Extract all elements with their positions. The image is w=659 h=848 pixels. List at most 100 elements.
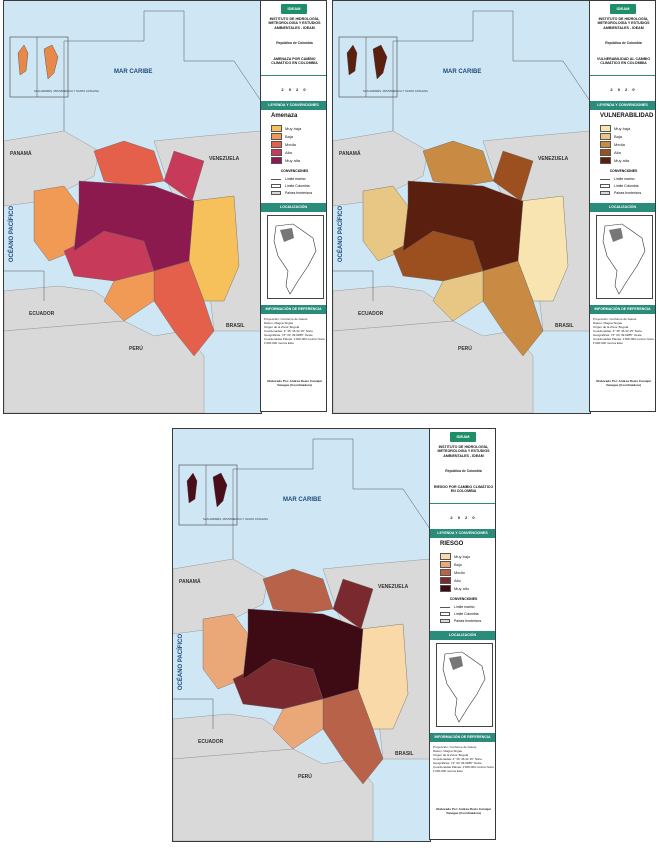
legend-item: Alta (600, 149, 655, 156)
legend-header: IDEAM INSTITUTO DE HIDROLOGÍA, METEOROLO… (261, 1, 326, 76)
conv-paises: Países fronterizos (440, 619, 495, 624)
legend-title: Amenaza (271, 113, 298, 119)
location-bar: LOCALIZACIÓN (430, 631, 495, 640)
legend-swatch (600, 133, 611, 140)
legend-swatch (440, 553, 451, 560)
map-title: RIESGO POR CAMBIO CLIMÁTICO EN COLOMBIA (433, 485, 494, 494)
map-panel-amenaza: MAR CARIBE PANAMÁ VENEZUELA OCÉANO PACÍF… (3, 0, 328, 414)
map-frame: MAR CARIBE PANAMÁ VENEZUELA OCÉANO PACÍF… (3, 0, 262, 414)
label-san-andres: SAN ANDRÉS, PROVIDENCIA Y SANTA CATALINA (34, 89, 100, 93)
label-san-andres: SAN ANDRÉS, PROVIDENCIA Y SANTA CATALINA (363, 89, 429, 93)
year-label: 2 0 2 0 (610, 87, 637, 92)
legend-label: Medio (454, 570, 465, 575)
institute-name: INSTITUTO DE HIDROLOGÍA, METEOROLOGÍA Y … (597, 17, 650, 30)
location-bar: LOCALIZACIÓN (590, 203, 655, 212)
legend-bar: LEYENDA Y CONVENCIONES (430, 529, 495, 538)
legend-item: Baja (600, 133, 655, 140)
legend-panel: IDEAM INSTITUTO DE HIDROLOGÍA, METEOROLO… (589, 0, 656, 412)
ideam-logo: IDEAM (450, 432, 476, 442)
label-brasil: BRASIL (226, 323, 245, 329)
legend-label: Baja (285, 134, 294, 139)
made-by: Elaborado Por: Andrea Rocío Carvajal Van… (436, 807, 491, 815)
legend-item: Medio (440, 569, 495, 576)
legend-item: Media (271, 141, 326, 148)
legend-label: Muy baja (614, 126, 631, 131)
conventions-title: CONVENCIONES (280, 169, 309, 173)
legend-label: Alta (285, 150, 292, 155)
legend-swatch (440, 569, 451, 576)
legend-item: Bajo (440, 561, 495, 568)
legend-swatch (600, 141, 611, 148)
legend-label: Muy alta (614, 158, 630, 163)
legend-label: Muy baja (285, 126, 302, 131)
conv-paises: Países fronterizos (600, 191, 655, 196)
legend-label: Baja (614, 134, 623, 139)
label-ecuador: ECUADOR (198, 739, 224, 745)
label-ecuador: ECUADOR (358, 311, 384, 317)
map-frame: MAR CARIBE PANAMÁ VENEZUELA OCÉANO PACÍF… (332, 0, 591, 414)
location-inset (267, 215, 324, 299)
map-title: AMENAZA POR CAMBIO CLIMÁTICO EN COLOMBIA (271, 57, 318, 66)
legend-label: Muy bajo (454, 554, 471, 559)
label-oceano-pacifico: OCÉANO PACÍFICO (178, 633, 185, 691)
reference-info: Proyección: Conforme de Gauss Datum: Mag… (433, 745, 494, 773)
colombia-map (333, 10, 590, 413)
legend-swatch (600, 125, 611, 132)
label-panama: PANAMÁ (339, 151, 361, 157)
legend-swatch (271, 157, 282, 164)
label-venezuela: VENEZUELA (209, 156, 240, 162)
legend-swatch (271, 133, 282, 140)
conv-paises: Países fronterizos (271, 191, 326, 196)
republic-label: República de Colombia (605, 41, 642, 45)
legend-swatch (600, 157, 611, 164)
legend-header: IDEAM INSTITUTO DE HIDROLOGÍA, METEOROLO… (430, 429, 495, 504)
legend-label: Alta (614, 150, 621, 155)
conv-limite-marino: Límite marino (600, 177, 655, 182)
label-brasil: BRASIL (395, 751, 414, 757)
legend-header: IDEAM INSTITUTO DE HIDROLOGÍA, METEOROLO… (590, 1, 655, 76)
year-label: 2 0 2 0 (450, 515, 477, 520)
legend-bar: LEYENDA Y CONVENCIONES (590, 101, 655, 110)
legend-label: Alto (454, 578, 461, 583)
institute-name: INSTITUTO DE HIDROLOGÍA, METEOROLOGÍA Y … (437, 445, 490, 458)
legend-item: Muy bajo (440, 553, 495, 560)
legend-swatch (440, 577, 451, 584)
legend-bar: LEYENDA Y CONVENCIONES (261, 101, 326, 110)
label-panama: PANAMÁ (10, 151, 32, 157)
legend-swatch (271, 125, 282, 132)
label-ecuador: ECUADOR (29, 311, 55, 317)
legend-label: Media (614, 142, 625, 147)
location-inset (436, 643, 493, 727)
legend-title: RIESGO (440, 541, 464, 547)
legend-label: Bajo (454, 562, 463, 567)
legend-item: Muy baja (271, 125, 326, 132)
legend-label: Muy alta (285, 158, 301, 163)
legend-item: Muy baja (600, 125, 655, 132)
label-mar-caribe: MAR CARIBE (443, 69, 482, 75)
legend-item: Media (600, 141, 655, 148)
label-oceano-pacifico: OCÉANO PACÍFICO (338, 205, 345, 263)
label-venezuela: VENEZUELA (538, 156, 569, 162)
map-panel-vulnerabilidad: MAR CARIBE PANAMÁ VENEZUELA OCÉANO PACÍF… (332, 0, 657, 414)
label-brasil: BRASIL (555, 323, 574, 329)
legend-item: Muy alta (271, 157, 326, 164)
conv-limite-marino: Límite marino (440, 605, 495, 610)
made-by: Elaborado Por: Andrea Rocío Carvajal Van… (267, 379, 322, 387)
colombia-map (173, 438, 430, 841)
legend-swatch (271, 149, 282, 156)
legend-item: Alta (271, 149, 326, 156)
legend-label: Muy alto (454, 586, 470, 591)
legend-swatch (271, 141, 282, 148)
republic-label: República de Colombia (445, 469, 482, 473)
location-bar: LOCALIZACIÓN (261, 203, 326, 212)
ideam-logo: IDEAM (610, 4, 636, 14)
reference-bar: INFORMACIÓN DE REFERENCIA (261, 305, 326, 314)
reference-bar: INFORMACIÓN DE REFERENCIA (590, 305, 655, 314)
colombia-map (4, 10, 261, 413)
reference-info: Proyección: Conforme de Gauss Datum: Mag… (593, 317, 654, 345)
legend-item: Muy alta (600, 157, 655, 164)
legend-label: Media (285, 142, 296, 147)
legend-swatch (440, 561, 451, 568)
label-panama: PANAMÁ (179, 579, 201, 585)
legend-title: VULNERABILIDAD (600, 113, 654, 119)
